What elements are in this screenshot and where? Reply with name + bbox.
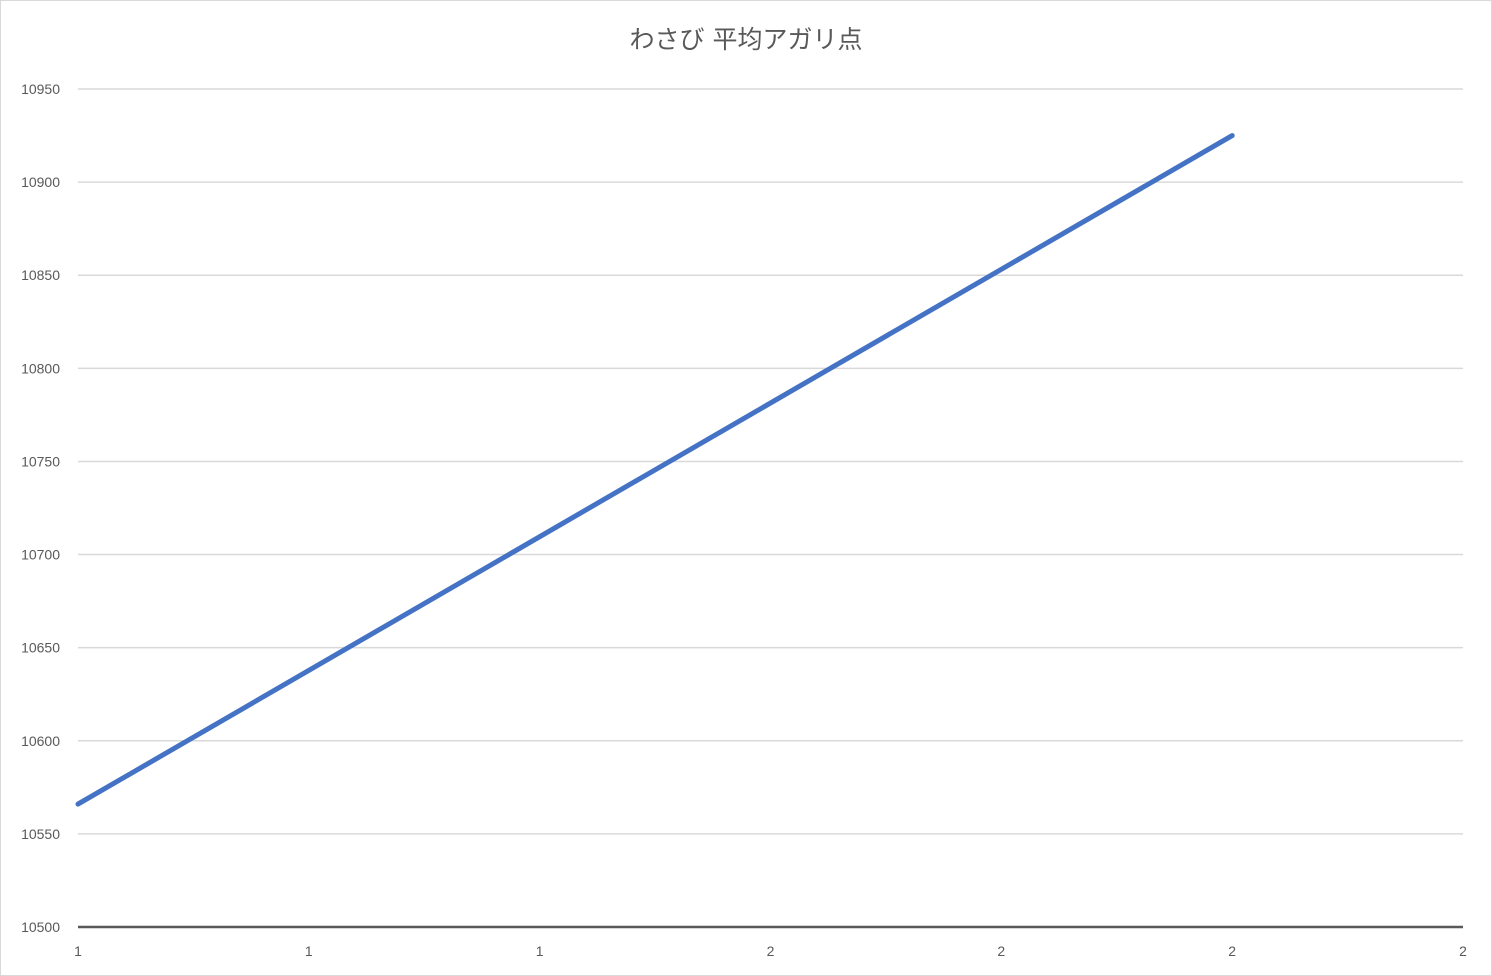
- x-tick-label: 2: [997, 943, 1005, 959]
- series-group: [75, 133, 1235, 807]
- y-tick-label: 10700: [21, 547, 60, 563]
- x-axis-ticks: 1 1 1 2 2 2 2: [74, 943, 1467, 959]
- x-tick-label: 2: [1228, 943, 1236, 959]
- x-tick-label: 1: [74, 943, 82, 959]
- y-tick-label: 10750: [21, 453, 60, 469]
- y-tick-label: 10850: [21, 267, 60, 283]
- x-tick-label: 1: [536, 943, 544, 959]
- y-tick-label: 10650: [21, 640, 60, 656]
- y-tick-label: 10800: [21, 360, 60, 376]
- gridlines: [78, 88, 1463, 835]
- y-tick-label: 10500: [21, 919, 60, 935]
- y-tick-label: 10900: [21, 174, 60, 190]
- x-tick-label: 1: [305, 943, 313, 959]
- y-tick-label: 10950: [21, 81, 60, 97]
- series-line: [75, 133, 1235, 807]
- chart-title: わさび 平均アガリ点: [630, 25, 863, 54]
- y-tick-label: 10550: [21, 826, 60, 842]
- y-axis-ticks: 10500 10550 10600 10650 10700 10750 10800 10850…: [21, 81, 60, 935]
- x-tick-label: 2: [1459, 943, 1467, 959]
- x-tick-label: 2: [767, 943, 775, 959]
- y-tick-label: 10600: [21, 733, 60, 749]
